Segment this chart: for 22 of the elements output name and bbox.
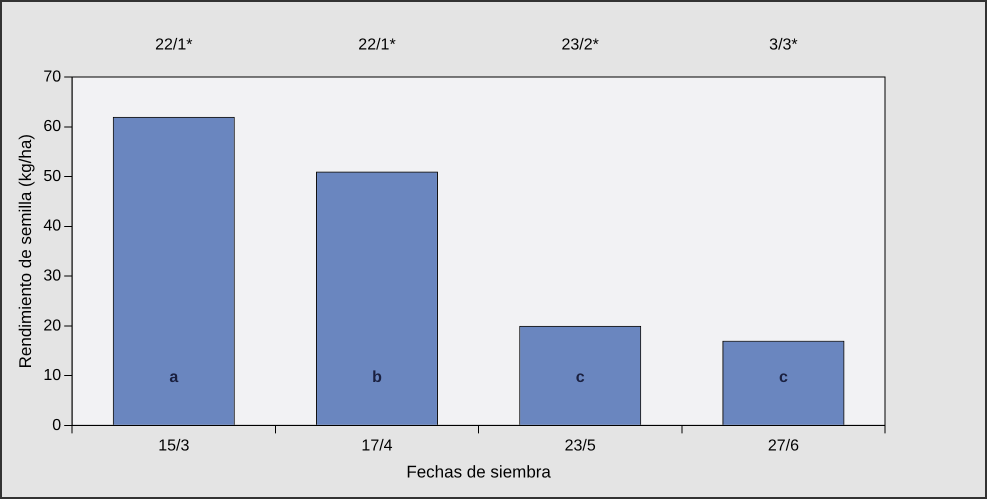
annotation: b [372,368,382,386]
x-axis-title: Fechas de siembra [406,462,552,482]
annotation: a [169,368,178,386]
y-axis-title: Rendimiento de semilla (kg/ha) [16,134,35,368]
annotation: c [576,368,585,386]
x-tick-label: 17/4 [361,437,393,454]
x-tick-label: 23/5 [564,437,596,454]
y-tick-label: 70 [43,68,62,86]
text: 23/2* [562,36,599,54]
y-tick-label: 10 [43,367,62,384]
y-tick-label: 50 [43,168,62,185]
y-tick-label: 20 [43,317,62,334]
x-tick-label: 27/6 [768,437,800,454]
y-tick-label: 60 [43,118,62,136]
text: 22/1* [358,36,396,54]
y-tick-label: 40 [43,218,62,235]
text: 22/1* [155,36,192,54]
text: 3/3* [769,36,798,54]
x-tick-label: 15/3 [158,437,190,454]
annotation: c [778,368,788,386]
y-tick-label: 30 [43,267,62,284]
y-tick-label: 0 [52,416,62,434]
